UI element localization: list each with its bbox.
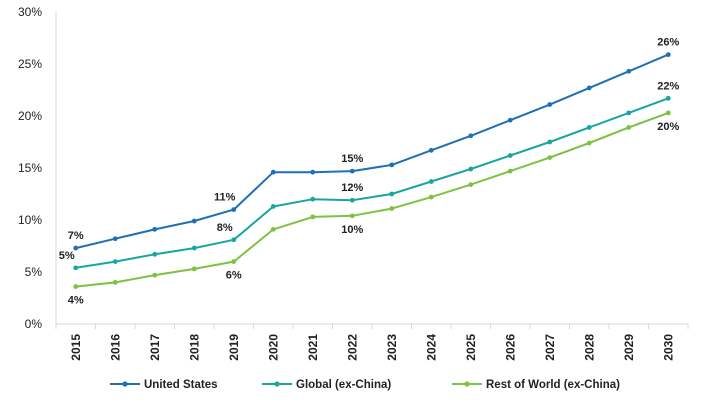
data-label: 12%: [341, 182, 363, 194]
data-point: [428, 147, 434, 153]
data-point: [310, 169, 316, 175]
data-point: [349, 168, 355, 174]
data-point: [468, 182, 474, 188]
x-tick-label: 2028: [582, 334, 596, 361]
data-point: [626, 110, 632, 116]
data-point: [310, 214, 316, 220]
data-point: [586, 125, 592, 130]
data-label: 5%: [59, 250, 75, 262]
series-line-1: [75, 97, 669, 269]
data-point: [270, 204, 276, 209]
data-point: [112, 259, 118, 264]
data-point: [231, 259, 237, 264]
data-point: [665, 110, 671, 116]
x-tick-label: 2026: [503, 334, 517, 361]
data-point: [349, 213, 355, 219]
data-label: 26%: [657, 37, 679, 49]
data-point: [73, 284, 79, 289]
y-tick-label: 15%: [18, 161, 42, 175]
data-point: [428, 179, 434, 184]
data-labels: 7% 11% 15% 26% 5% 8% 12% 22% 4% 6% 10% 20%: [59, 37, 680, 307]
data-point: [270, 226, 276, 232]
data-point: [547, 102, 553, 107]
data-point: [152, 272, 158, 278]
x-tick-label: 2030: [661, 334, 675, 361]
data-point: [191, 266, 197, 272]
legend-label: Rest of World (ex-China): [486, 379, 620, 391]
legend-label: United States: [144, 379, 218, 391]
data-point: [310, 196, 316, 202]
y-tick-label: 25%: [18, 57, 42, 71]
data-point: [389, 162, 395, 168]
data-point: [270, 169, 276, 175]
data-point: [547, 155, 553, 161]
y-tick-label: 5%: [25, 265, 43, 279]
data-label: 10%: [341, 224, 363, 236]
legend-swatch-marker: [464, 381, 470, 387]
x-tick-label: 2015: [69, 334, 83, 361]
data-point: [507, 168, 513, 174]
data-point: [152, 251, 158, 257]
data-label: 8%: [217, 222, 233, 234]
axes: 0% 5% 10% 15% 20% 25% 30% 2015 2016 2017 2018 2019 2…: [18, 5, 689, 361]
x-tick-label: 2016: [108, 334, 122, 361]
data-point: [349, 197, 355, 203]
data-point: [231, 207, 237, 213]
x-tick-label: 2019: [227, 334, 241, 361]
data-point: [626, 68, 632, 74]
data-point: [547, 139, 553, 145]
data-label: 15%: [341, 153, 363, 165]
data-point: [191, 245, 197, 251]
x-tick-label: 2025: [464, 334, 478, 361]
x-tick-label: 2021: [306, 334, 320, 361]
data-point: [586, 140, 592, 146]
x-tick-label: 2018: [187, 334, 201, 361]
x-tick-label: 2027: [543, 334, 557, 361]
data-point: [468, 133, 474, 139]
data-point: [231, 237, 237, 243]
data-point: [468, 166, 474, 172]
legend: United States Global (ex-China) Rest of Wo…: [110, 379, 620, 391]
y-tick-label: 0%: [25, 317, 43, 331]
x-tick-label: 2029: [622, 334, 636, 361]
series-line-0: [75, 53, 669, 250]
legend-label: Global (ex-China): [296, 379, 391, 391]
x-tick-label: 2020: [266, 334, 280, 361]
data-label: 7%: [68, 230, 84, 242]
y-tick-label: 20%: [18, 109, 42, 123]
legend-swatch-marker: [122, 381, 128, 387]
y-tick-label: 30%: [18, 5, 42, 19]
data-point: [389, 206, 395, 211]
data-point: [586, 85, 592, 91]
data-point: [665, 52, 671, 58]
data-point: [112, 236, 118, 242]
data-point: [191, 218, 197, 224]
data-point: [665, 95, 671, 101]
x-tick-label: 2017: [148, 334, 162, 361]
data-label: 11%: [214, 192, 236, 204]
x-tick-label: 2022: [345, 334, 359, 361]
series-group: [73, 52, 671, 289]
data-point: [152, 226, 158, 232]
data-label: 4%: [68, 295, 84, 307]
data-point: [428, 194, 434, 200]
x-tick-label: 2023: [385, 334, 399, 361]
data-point: [73, 245, 79, 251]
data-point: [507, 153, 513, 158]
data-label: 22%: [657, 80, 679, 92]
data-label: 6%: [226, 270, 242, 282]
series-line-2: [75, 111, 669, 288]
data-point: [73, 265, 79, 271]
legend-swatch-marker: [274, 381, 280, 387]
y-tick-label: 10%: [18, 213, 42, 227]
data-point: [112, 280, 118, 285]
data-point: [626, 125, 632, 130]
data-point: [389, 191, 395, 197]
data-label: 20%: [657, 121, 679, 133]
x-tick-label: 2024: [424, 334, 438, 361]
data-point: [507, 117, 513, 123]
